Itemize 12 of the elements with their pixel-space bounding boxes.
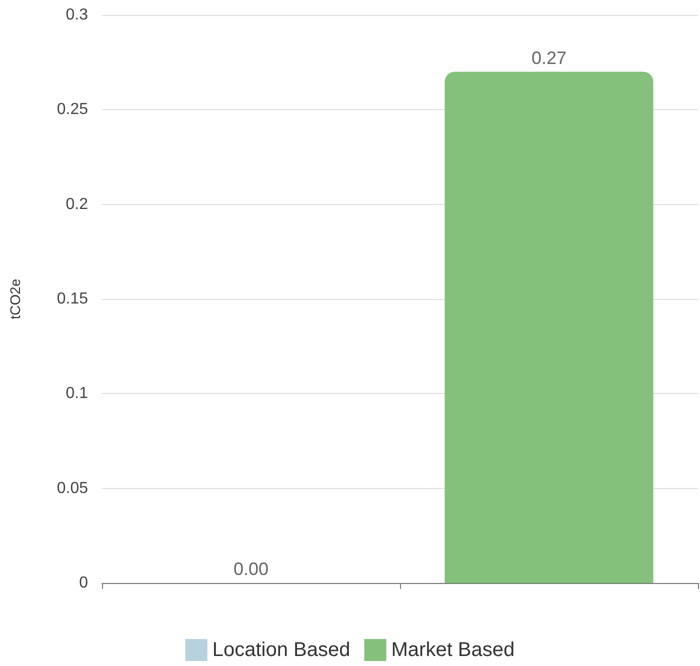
y-tick-label: 0.05 bbox=[56, 480, 88, 497]
y-tick-label: 0.1 bbox=[66, 385, 88, 402]
legend-label: Market Based bbox=[391, 639, 515, 661]
y-axis-title: tCO2e bbox=[7, 278, 23, 320]
y-tick-label: 0.25 bbox=[56, 101, 88, 118]
data-label: 0.00 bbox=[233, 559, 269, 579]
y-tick-label: 0.3 bbox=[66, 6, 88, 24]
data-label: 0.27 bbox=[531, 48, 567, 68]
y-tick-label: 0.2 bbox=[66, 196, 88, 213]
y-tick-label: 0.15 bbox=[56, 290, 88, 308]
y-tick-label: 0 bbox=[79, 574, 88, 592]
legend-label: Location Based bbox=[212, 639, 350, 661]
